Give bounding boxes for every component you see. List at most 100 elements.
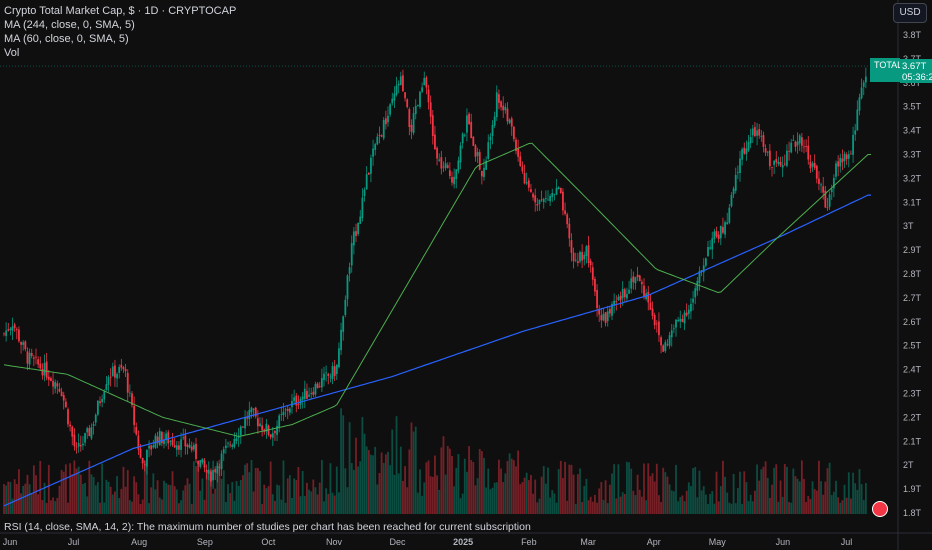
candle-body	[184, 435, 187, 447]
candle-body	[18, 329, 20, 342]
volume-bar	[197, 464, 200, 514]
volume-bar	[530, 474, 532, 514]
volume-bar	[301, 470, 304, 514]
candle-body	[329, 376, 332, 378]
volume-bar	[534, 479, 537, 514]
candle-body	[847, 154, 850, 159]
volume-bar	[741, 503, 744, 514]
candle-body	[613, 300, 616, 305]
candle-body	[35, 356, 37, 358]
candle-body	[670, 330, 673, 338]
candle-body	[587, 245, 590, 263]
volume-bar	[103, 502, 106, 514]
candle-body	[58, 388, 61, 392]
candle-body	[3, 333, 5, 335]
volume-bar	[295, 479, 298, 514]
volume-bar	[222, 470, 225, 514]
volume-bar	[745, 482, 748, 514]
candle-body	[775, 159, 778, 163]
candle-body	[314, 384, 317, 395]
volume-bar	[320, 459, 323, 514]
legend-vol[interactable]: Vol	[4, 47, 20, 59]
x-tick-label: Jun	[776, 537, 791, 547]
candle-body	[84, 433, 86, 443]
volume-bar	[626, 461, 628, 514]
volume-bar	[828, 462, 831, 514]
candle-body	[64, 401, 67, 408]
scroll-to-realtime-button[interactable]	[872, 501, 888, 517]
candle-body	[143, 464, 146, 466]
candle-body	[280, 413, 283, 415]
volume-bar	[809, 499, 812, 514]
candle-body	[199, 460, 202, 467]
volume-bar	[107, 481, 110, 514]
candle-body	[470, 121, 473, 139]
volume-bar	[728, 502, 731, 514]
candle-body	[203, 460, 206, 468]
volume-bar	[233, 500, 236, 514]
x-tick-label: Sep	[197, 537, 213, 547]
candle-body	[794, 141, 797, 147]
candle-body	[704, 258, 707, 266]
volume-bar	[143, 460, 146, 514]
candle-body	[568, 223, 571, 239]
volume-bar	[643, 463, 645, 514]
candle-body	[619, 295, 622, 301]
volume-bar	[274, 500, 276, 514]
candle-body	[523, 172, 526, 184]
volume-bar	[807, 495, 810, 514]
volume-bar	[128, 500, 131, 514]
volume-bar	[363, 433, 366, 514]
candle-body	[480, 170, 483, 177]
candle-body	[766, 151, 769, 153]
candle-body	[726, 222, 729, 225]
candle-body	[303, 388, 306, 399]
candle-body	[655, 323, 658, 325]
candle-body	[600, 315, 603, 321]
candle-body	[436, 147, 438, 159]
candle-body	[237, 436, 240, 438]
candle-body	[284, 409, 287, 411]
x-tick-label: Feb	[521, 537, 537, 547]
candle-body	[722, 226, 724, 233]
volume-bar	[841, 500, 844, 514]
candle-body	[62, 395, 65, 401]
candle-body	[771, 166, 773, 168]
candle-body	[692, 298, 694, 303]
volume-bar	[664, 472, 667, 514]
volume-bar	[585, 478, 588, 514]
candle-body	[683, 312, 686, 324]
volume-bar	[156, 480, 159, 514]
volume-bar	[82, 484, 84, 514]
x-tick-label: May	[709, 537, 727, 547]
volume-bar	[498, 459, 500, 514]
candle-body	[39, 363, 42, 369]
volume-bar	[244, 464, 246, 514]
candle-body	[630, 278, 633, 289]
candle-body	[41, 368, 44, 376]
volume-bar	[207, 472, 210, 514]
candle-body	[60, 391, 63, 397]
candle-body	[632, 276, 635, 283]
candle-body	[446, 165, 449, 168]
legend-ma244[interactable]: MA (244, close, 0, SMA, 5)	[4, 19, 135, 31]
volume-bar	[399, 446, 402, 514]
candle-body	[564, 210, 566, 214]
candle-body	[487, 142, 490, 159]
candle-body	[120, 364, 123, 368]
candle-body	[476, 152, 479, 156]
legend-ma60[interactable]: MA (60, close, 0, SMA, 5)	[4, 33, 129, 45]
volume-bar	[404, 466, 406, 514]
volume-bar	[681, 495, 684, 514]
candle-body	[713, 231, 716, 240]
candle-body	[338, 348, 340, 368]
candle-body	[248, 409, 251, 420]
volume-bar	[308, 489, 310, 514]
volume-bar	[13, 479, 16, 514]
candle-body	[862, 82, 865, 87]
currency-button[interactable]: USD	[893, 3, 927, 23]
volume-bar	[389, 465, 392, 514]
volume-bar	[463, 458, 466, 514]
